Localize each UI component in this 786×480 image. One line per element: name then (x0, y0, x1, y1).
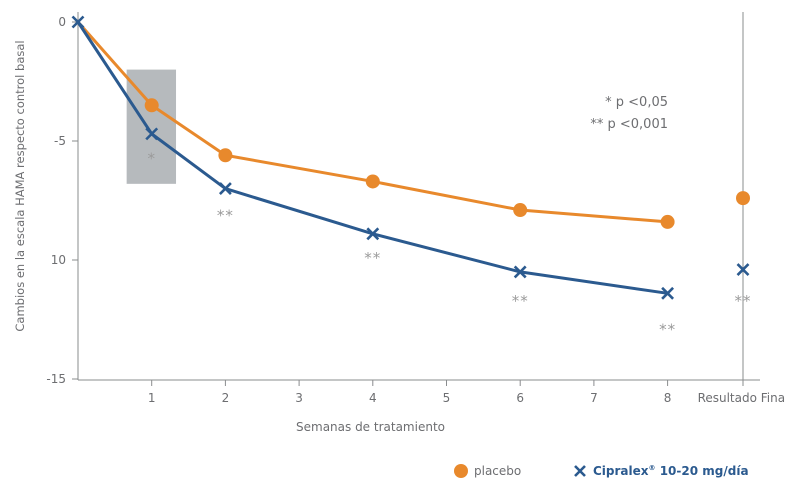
x-tick-label: 8 (664, 391, 672, 405)
legend-marker-cipralex (574, 465, 586, 477)
data-point-cipralex (661, 286, 675, 300)
data-point-cipralex (145, 127, 159, 141)
y-tick-label: 0 (58, 15, 66, 29)
y-axis-title: Cambios en la escala HAMA respecto contr… (13, 40, 27, 331)
final-point-placebo (736, 191, 750, 206)
data-point-cipralex (71, 15, 85, 29)
y-tick-label: -5 (54, 134, 66, 148)
x-tick-label-final: Resultado Final (698, 391, 786, 405)
significance-label: ** (217, 206, 234, 224)
x-tick-label: 1 (148, 391, 156, 405)
final-point-cipralex (736, 263, 750, 276)
data-point-placebo (218, 148, 233, 163)
x-tick-label: 7 (590, 391, 598, 405)
significance-label: ** (364, 249, 381, 267)
significance-label: ** (735, 292, 752, 310)
legend-label-placebo: placebo (474, 464, 521, 478)
x-tick-label: 5 (443, 391, 451, 405)
x-tick-label: 2 (222, 391, 230, 405)
data-point-placebo (513, 203, 528, 218)
y-tick-label: -15 (46, 372, 66, 386)
significance-label: * (147, 149, 156, 167)
x-tick-label: 4 (369, 391, 377, 405)
significance-label: ** (659, 321, 676, 339)
x-tick-label: 6 (516, 391, 524, 405)
data-point-cipralex (218, 182, 232, 196)
data-point-cipralex (513, 265, 527, 279)
p-value-note: ** p <0,001 (590, 117, 668, 132)
x-axis-title: Semanas de tratamiento (296, 420, 445, 434)
y-tick-label: 10 (51, 253, 66, 267)
data-point-placebo (365, 174, 380, 189)
data-point-placebo (144, 98, 159, 113)
p-value-note: * p <0,05 (605, 95, 668, 110)
series-line-cipralex (76, 21, 668, 295)
legend-marker-placebo (454, 464, 468, 478)
legend-label-cipralex: Cipralex® 10-20 mg/día (593, 464, 749, 478)
highlight-box (126, 69, 177, 184)
significance-label: ** (512, 292, 529, 310)
series-line-placebo (76, 21, 668, 224)
data-point-placebo (660, 214, 675, 229)
x-tick-label: 3 (295, 391, 303, 405)
data-point-cipralex (366, 227, 380, 241)
